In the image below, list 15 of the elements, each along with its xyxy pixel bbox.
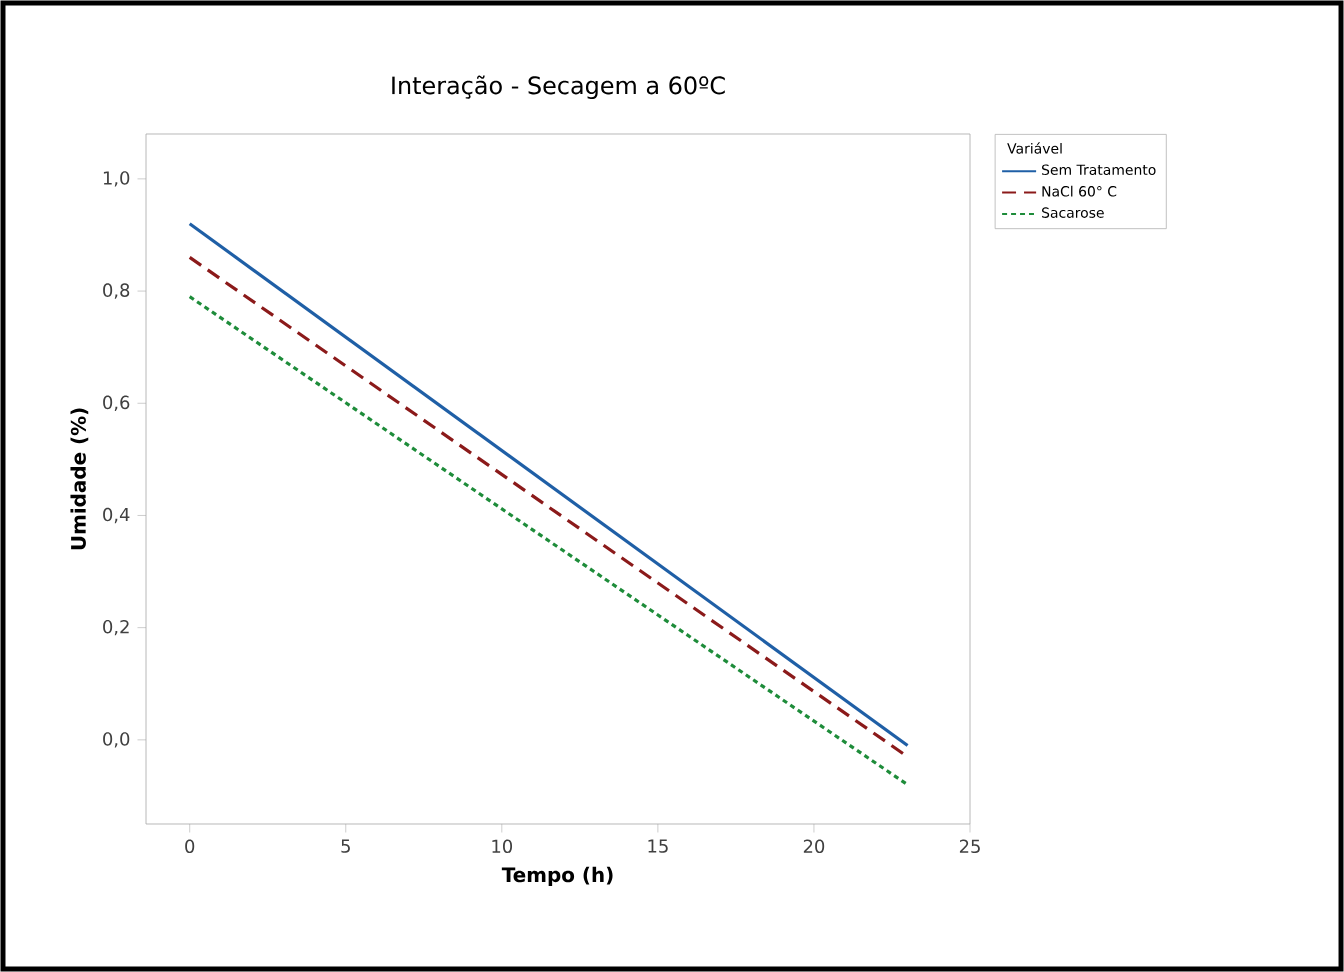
x-tick-label: 25 bbox=[959, 839, 980, 854]
x-tick-label: 0 bbox=[185, 839, 195, 854]
y-tick-label: 0,6 bbox=[103, 395, 130, 411]
y-tick-label: 0,8 bbox=[103, 283, 130, 299]
y-tick-label: 0,4 bbox=[103, 507, 130, 524]
y-tick-label: 0,0 bbox=[103, 732, 130, 748]
y-axis-title: Umidade (%) bbox=[70, 408, 89, 550]
x-axis-title: Tempo (h) bbox=[501, 866, 613, 887]
x-tick-label: 15 bbox=[648, 839, 668, 853]
y-tick-label: 1,0 bbox=[103, 171, 130, 187]
chart-title: Interação - Secagem a 60ºC bbox=[392, 75, 725, 100]
x-tick-label: 5 bbox=[341, 839, 350, 853]
x-tick-label: 10 bbox=[492, 839, 513, 854]
y-tick-label: 0,2 bbox=[103, 619, 129, 636]
x-tick-label: 20 bbox=[803, 839, 825, 854]
